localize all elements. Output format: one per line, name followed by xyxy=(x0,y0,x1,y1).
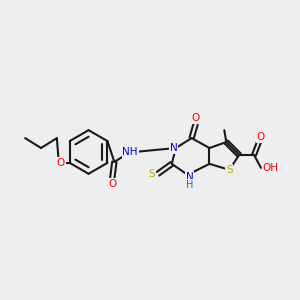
Text: S: S xyxy=(149,169,155,179)
Text: O: O xyxy=(191,113,200,123)
Text: H: H xyxy=(186,180,193,190)
Text: O: O xyxy=(57,158,65,168)
Text: N: N xyxy=(186,172,194,182)
Text: N: N xyxy=(170,143,178,153)
Text: NH: NH xyxy=(122,147,138,157)
Text: O: O xyxy=(257,132,265,142)
Text: O: O xyxy=(108,179,116,189)
Text: OH: OH xyxy=(263,163,279,173)
Text: S: S xyxy=(226,165,232,175)
